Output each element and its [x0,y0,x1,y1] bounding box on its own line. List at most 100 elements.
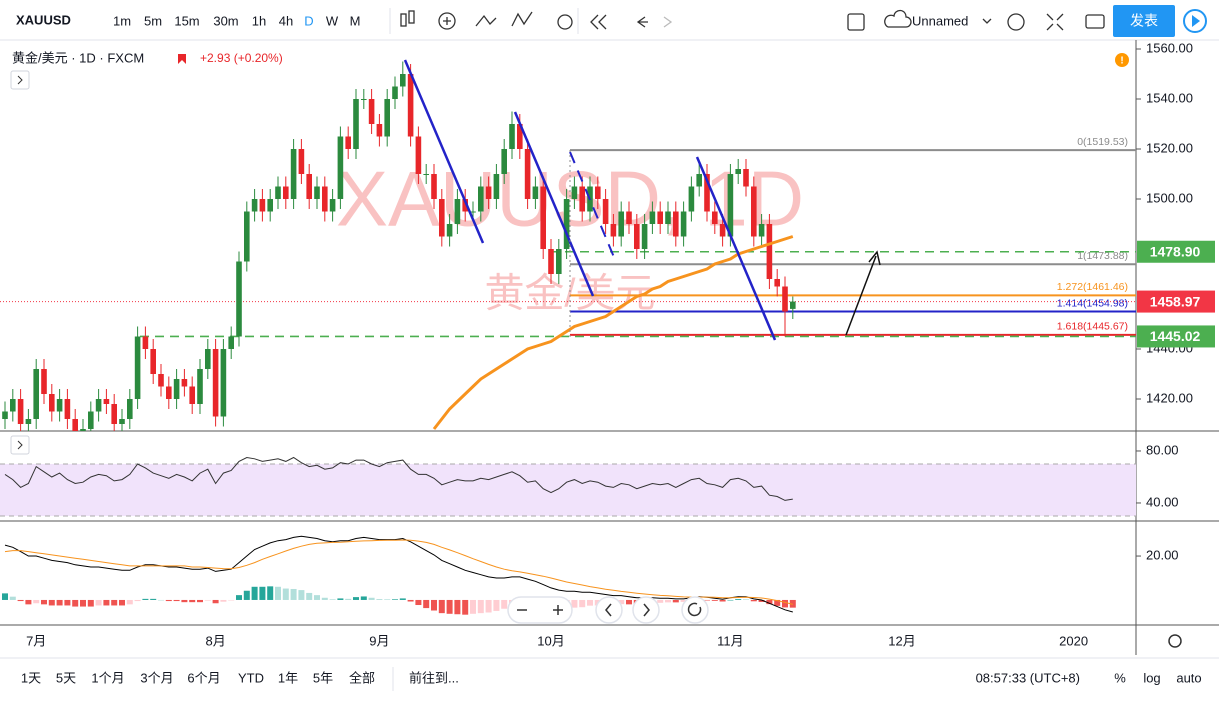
range-button[interactable]: 1个月 [91,670,124,685]
x-tick-label: 2020 [1059,633,1088,648]
interval-button[interactable]: 5m [144,13,162,28]
candle-body [80,429,86,431]
histogram-bar [423,599,430,609]
range-button[interactable]: 6个月 [187,670,220,685]
candle-body [111,404,117,424]
fullscreen-icon[interactable] [1046,13,1064,31]
histogram-bar [158,599,164,601]
rsi-band [0,463,1136,516]
candle-body [134,336,141,399]
interval-button[interactable]: 15m [174,13,199,28]
candle-body [25,419,32,424]
legend-title: 黄金/美元 · 1D · FXCM [12,50,144,65]
candle-body [610,224,617,237]
candle-body [41,369,47,394]
legend-toggle[interactable] [10,70,30,90]
scale-option[interactable]: auto [1176,670,1201,685]
interval-button[interactable]: 4h [279,13,293,28]
range-button[interactable]: YTD [238,670,264,685]
histogram-bar [587,599,593,606]
histogram-bar [189,599,196,603]
range-button[interactable]: 1天 [21,670,41,685]
candle-body [251,199,258,212]
interval-button[interactable]: M [350,13,361,28]
layout-name[interactable]: Unnamed [912,13,968,28]
cloud-icon[interactable] [884,9,912,28]
range-button[interactable]: 3个月 [140,670,173,685]
template-icon[interactable] [511,11,533,27]
histogram-bar [719,599,726,602]
warning-icon[interactable] [1115,53,1129,67]
histogram-bar [173,599,180,602]
interval-button[interactable]: D [304,13,313,28]
candle-body [626,211,632,224]
histogram-bar [80,599,86,607]
indicator-add-icon[interactable] [438,12,456,30]
replay-icon[interactable] [590,14,607,30]
candle-icon[interactable] [400,13,407,27]
interval-button[interactable]: 1m [113,13,131,28]
legend-toggle[interactable] [10,435,30,455]
range-button[interactable]: 5年 [313,670,333,685]
range-button[interactable]: 5天 [56,670,76,685]
goto-button[interactable]: 前往到... [409,670,459,685]
scroll-left[interactable] [595,596,623,624]
change-label: +2.93 (+0.20%) [200,51,283,65]
candle-body [142,336,149,349]
candle-body [657,211,663,224]
range-button[interactable]: 全部 [349,670,375,685]
publish-button[interactable] [1113,5,1175,37]
candle-body [758,224,765,237]
scale-option[interactable]: % [1114,670,1126,685]
snapshot-icon[interactable] [1085,14,1105,29]
histogram-bar [2,593,8,600]
interval-button[interactable]: 30m [213,13,238,28]
x-tick-label: 12月 [888,633,915,648]
x-tick-label: 7月 [26,633,46,648]
range-button[interactable]: 1年 [278,670,298,685]
interval-button[interactable]: W [326,13,339,28]
undo-icon[interactable] [636,16,648,28]
reset-button[interactable] [681,596,709,624]
histogram-bar [626,599,632,605]
histogram-bar [789,599,796,608]
candle-body [212,349,219,417]
candle-body [509,124,515,149]
compare-icon[interactable] [475,14,497,27]
redo-icon[interactable] [663,16,673,28]
scale-option[interactable]: log [1143,670,1160,685]
interval-button[interactable]: 1h [252,13,266,28]
symbol[interactable]: XAUUSD [16,12,71,27]
price-label: 1445.02 [1150,328,1201,344]
candle-body [548,249,554,274]
play-icon [1192,15,1200,27]
candle-icon[interactable] [408,10,415,24]
scroll-right[interactable] [632,596,660,624]
axis-settings[interactable] [1168,634,1182,648]
alert-icon[interactable] [557,14,573,30]
histogram-bar [236,595,242,600]
candle-body [376,124,383,137]
histogram-bar [56,599,63,606]
toolbar-icons [400,9,1105,31]
histogram-bar [126,599,133,605]
candle-body [267,199,273,212]
histogram-bar [251,586,258,600]
histogram-bar [314,595,320,600]
candle-body [712,211,718,224]
histogram-bar [431,599,437,611]
candle-body [478,186,484,212]
histogram-bar [704,599,710,601]
candle-body [10,399,16,412]
dropdown-icon[interactable] [982,18,992,24]
zoom-buttons[interactable] [507,596,573,624]
histogram-bar [766,599,773,605]
histogram-bar [680,599,687,602]
fullscreen-select[interactable] [847,13,865,31]
histogram-bar [64,599,71,606]
settings-icon[interactable] [1007,13,1025,31]
candle-body [649,211,656,224]
candle-body [236,261,242,337]
histogram-bar [672,599,679,603]
candle-body [735,169,741,174]
